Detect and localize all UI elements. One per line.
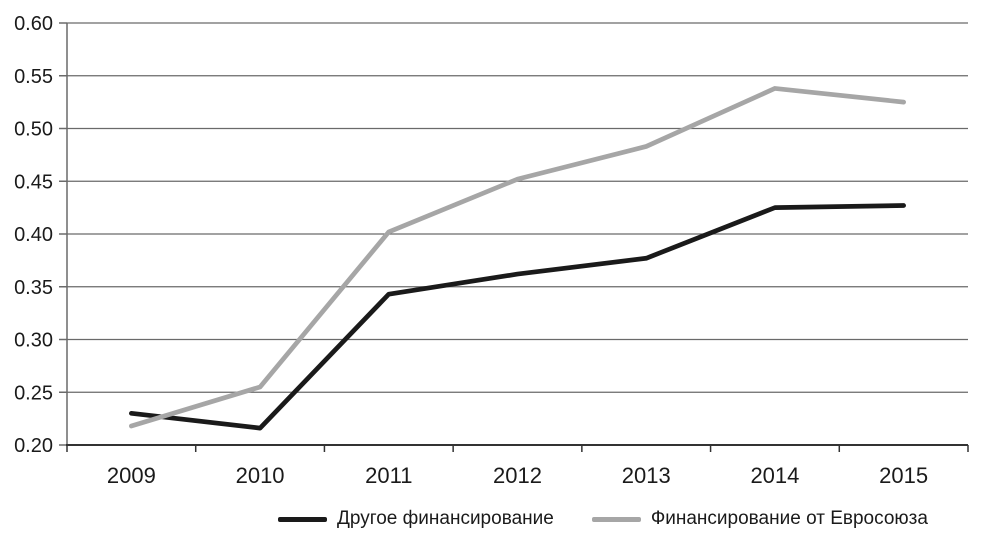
y-tick-label: 0.50: [14, 119, 53, 141]
x-tick-label: 2010: [236, 463, 285, 488]
y-tick-label: 0.40: [14, 224, 53, 246]
x-tick-label: 2009: [107, 463, 156, 488]
y-tick-label: 0.45: [14, 171, 53, 193]
y-tick-label: 0.20: [14, 435, 53, 457]
x-tick-label: 2012: [493, 463, 542, 488]
x-tick-label: 2015: [879, 463, 928, 488]
series-line-1: [129, 86, 906, 429]
y-tick-label: 0.30: [14, 330, 53, 352]
x-tick-label: 2013: [622, 463, 671, 488]
chart-legend: Другое финансирование Финансирование от Е…: [278, 508, 928, 530]
legend-line-swatch: [278, 516, 327, 522]
legend-item-0: Другое финансирование: [278, 508, 554, 530]
legend-item-1: Финансирование от Евросоюза: [591, 508, 928, 530]
y-tick-label: 0.25: [14, 382, 53, 404]
x-tick-label: 2011: [365, 463, 412, 488]
y-tick-label: 0.60: [14, 13, 53, 35]
line-chart: 0.20 0.25 0.30 0.35 0.40 0.45 0.50 0.55 0.60 2009…: [14, 13, 969, 488]
x-tick-label: 2014: [750, 463, 799, 488]
legend-label: Финансирование от Евросоюза: [650, 508, 928, 529]
y-tick-label: 0.55: [14, 66, 53, 88]
series-line-0: [129, 203, 906, 431]
legend-line-swatch: [591, 516, 641, 522]
y-tick-label: 0.35: [14, 277, 53, 299]
legend-label: Другое финансирование: [337, 508, 554, 529]
